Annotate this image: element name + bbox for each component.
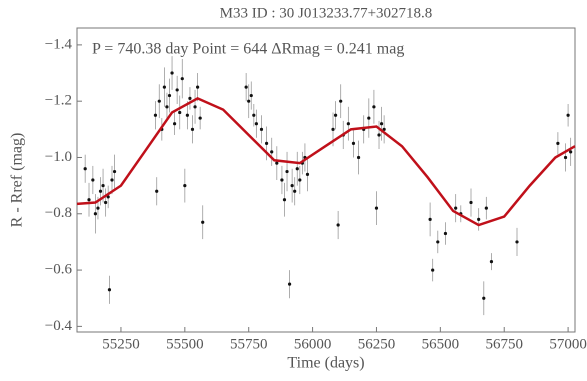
x-tick-label: 56000 bbox=[294, 336, 332, 352]
data-point bbox=[305, 172, 310, 176]
data-point bbox=[170, 71, 174, 75]
data-point bbox=[374, 206, 379, 210]
data-point bbox=[252, 113, 256, 117]
data-point bbox=[249, 93, 253, 98]
data-point bbox=[484, 206, 488, 210]
y-tick-label: −0.8 bbox=[45, 205, 72, 221]
data-point bbox=[282, 198, 287, 202]
y-tick-label: −1.0 bbox=[45, 149, 72, 165]
data-point bbox=[270, 150, 274, 154]
data-point bbox=[469, 200, 473, 205]
data-point bbox=[153, 113, 158, 117]
data-point bbox=[287, 282, 292, 286]
data-point bbox=[259, 127, 264, 131]
data-point bbox=[477, 217, 481, 222]
data-point bbox=[285, 169, 289, 174]
data-point bbox=[293, 189, 297, 193]
data-point bbox=[98, 189, 103, 193]
data-point bbox=[193, 105, 197, 109]
data-point bbox=[379, 122, 384, 126]
chart-title: M33 ID : 30 J013233.77+302718.8 bbox=[220, 5, 433, 21]
fit-line bbox=[76, 96, 576, 227]
data-point bbox=[290, 184, 294, 188]
data-point bbox=[167, 93, 172, 98]
data-point bbox=[454, 206, 458, 210]
data-point bbox=[428, 217, 432, 222]
data-point bbox=[436, 240, 440, 244]
y-axis-label: R - Rref (mag) bbox=[9, 133, 26, 228]
data-point bbox=[244, 85, 248, 89]
data-point bbox=[336, 223, 340, 227]
data-point bbox=[112, 169, 117, 174]
y-tick-label: −0.6 bbox=[45, 262, 73, 278]
data-point bbox=[333, 113, 338, 117]
y-tick-label: −1.4 bbox=[45, 36, 73, 52]
annotation: P = 740.38 day Point = 644 ΔRmag = 0.241… bbox=[92, 41, 404, 58]
data-point bbox=[254, 122, 258, 126]
data-point bbox=[188, 96, 192, 100]
data-point bbox=[180, 77, 184, 81]
data-point bbox=[556, 141, 560, 146]
data-point bbox=[563, 155, 568, 160]
data-point bbox=[566, 113, 570, 117]
data-point bbox=[175, 88, 179, 92]
data-point bbox=[93, 212, 97, 216]
plot-frame bbox=[76, 27, 576, 333]
data-point bbox=[569, 150, 573, 154]
data-point bbox=[482, 296, 486, 300]
data-point bbox=[351, 141, 356, 146]
data-point bbox=[372, 105, 376, 109]
data-point bbox=[165, 105, 169, 109]
data-point bbox=[431, 268, 435, 272]
x-tick-label: 55500 bbox=[166, 336, 204, 352]
data-point bbox=[515, 240, 519, 244]
data-point bbox=[356, 155, 361, 160]
data-point bbox=[190, 127, 195, 131]
x-tick-label: 55750 bbox=[230, 336, 268, 352]
data-point bbox=[157, 99, 161, 103]
data-point bbox=[110, 178, 114, 182]
data-point bbox=[185, 113, 189, 117]
x-tick-label: 57000 bbox=[549, 336, 587, 352]
data-point bbox=[91, 178, 95, 182]
data-point bbox=[201, 220, 205, 224]
x-tick-label: 56750 bbox=[485, 336, 523, 352]
data-point bbox=[295, 167, 299, 171]
data-point bbox=[183, 184, 187, 188]
data-point bbox=[280, 178, 284, 182]
data-point bbox=[162, 85, 166, 89]
y-tick-label: −1.2 bbox=[45, 93, 72, 109]
data-point bbox=[264, 141, 269, 146]
x-tick-label: 56500 bbox=[422, 336, 460, 352]
data-point bbox=[489, 260, 494, 264]
x-axis-label: Time (days) bbox=[287, 355, 364, 372]
data-point bbox=[87, 198, 91, 202]
data-point bbox=[198, 116, 202, 120]
data-point bbox=[96, 206, 100, 210]
data-point bbox=[367, 116, 371, 120]
x-tick-label: 55250 bbox=[102, 336, 140, 352]
x-tick-label: 56250 bbox=[358, 336, 396, 352]
data-point bbox=[101, 184, 105, 188]
data-point bbox=[377, 133, 381, 137]
data-point bbox=[173, 122, 177, 126]
data-point bbox=[382, 127, 386, 131]
y-tick-label: −0.4 bbox=[45, 318, 73, 334]
data-point bbox=[83, 167, 87, 171]
data-point bbox=[275, 161, 279, 165]
data-point bbox=[339, 99, 343, 103]
data-point bbox=[247, 99, 251, 103]
data-point bbox=[155, 189, 159, 193]
data-point bbox=[346, 122, 350, 126]
data-point bbox=[178, 110, 182, 115]
data-point bbox=[298, 178, 302, 182]
data-point bbox=[196, 85, 200, 89]
data-point bbox=[107, 288, 112, 292]
data-point bbox=[104, 200, 108, 205]
data-point bbox=[443, 231, 448, 236]
data-point bbox=[331, 127, 335, 131]
